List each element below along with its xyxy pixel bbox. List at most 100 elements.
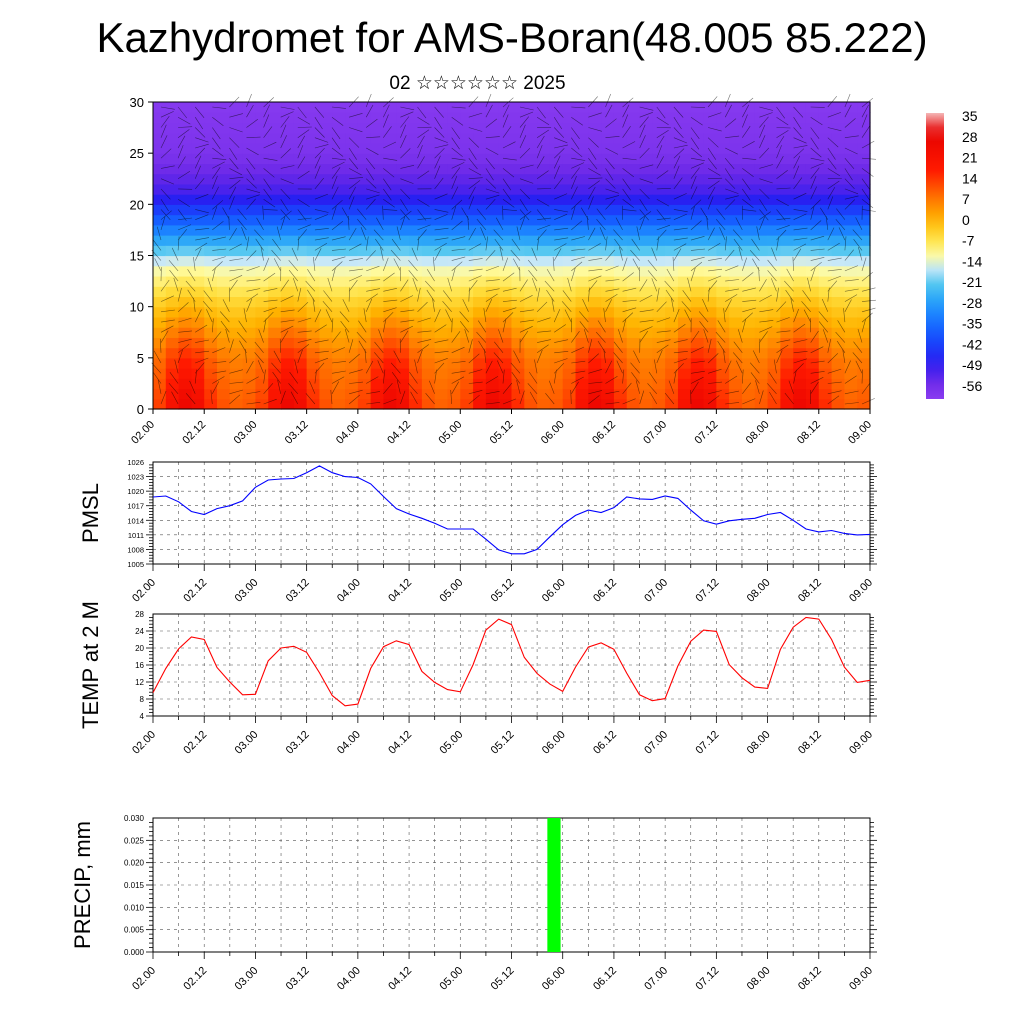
heatmap-cell [204,224,218,236]
wind-barb [708,368,722,374]
heatmap-cell [217,265,231,277]
heatmap-cell [562,204,577,216]
precip-chart: 0.0000.0050.0100.0150.0200.0250.03002.00… [70,814,877,993]
wind-barb [707,275,722,282]
wind-barb [331,199,343,210]
heatmap-cell [562,194,577,205]
heatmap-cell [178,368,193,379]
heatmap-cell [370,327,385,338]
heatmap-cell [153,306,167,318]
heatmap-cell [767,235,781,246]
wind-barb [485,391,500,395]
heatmap-cell [793,265,807,277]
wind-barb [807,277,811,292]
wind-barb [366,188,380,194]
wind-barb [852,352,863,364]
wind-barb [638,267,640,282]
wind-barb [759,211,771,220]
heatmap-cell [690,204,705,216]
heatmap-cell [831,347,845,359]
heatmap-cell [319,398,333,410]
heatmap-cell [741,245,756,257]
heatmap-cell [153,183,167,195]
wind-barb [742,168,754,178]
wind-barb [733,238,743,251]
wind-barb [861,178,871,191]
wind-barb [383,126,392,138]
wind-barb [325,309,333,323]
wind-barb [314,147,325,159]
wind-barb [212,137,221,150]
wind-barb [776,317,790,323]
wind-barb [571,162,585,169]
heatmap-cell [191,255,205,267]
wind-barb [719,227,726,241]
heatmap-cell [306,357,321,369]
wind-barb [571,346,585,354]
wind-barb [536,224,551,231]
heatmap-cell [306,316,321,328]
wind-barb [468,243,482,251]
heatmap-cell [332,306,346,318]
heatmap-cell [460,398,474,410]
wind-barb [561,301,572,312]
wind-barb [168,260,179,272]
wind-barb [672,256,675,271]
wind-barb [160,111,174,118]
wind-barb [742,272,754,282]
wind-barb [432,256,435,271]
heatmap-cell [191,235,205,246]
wind-barb [468,369,483,374]
heatmap-cell [818,122,833,134]
wind-barb [331,236,346,241]
heatmap-cell [357,163,372,175]
heatmap-cell [242,286,257,298]
heatmap-cell [396,255,410,267]
heatmap-cell [511,265,525,277]
wind-barb [246,119,258,128]
wind-barb [690,157,705,161]
heatmap-cell [409,132,423,144]
heatmap-cell [639,194,653,205]
heatmap-cell [754,163,769,175]
heatmap-cell [178,388,193,400]
heatmap-cell [549,214,564,226]
wind-barb [229,168,243,176]
heatmap-cell [613,235,628,246]
heatmap-cell [268,296,282,308]
heatmap-cell [703,327,717,338]
wind-barb [766,383,777,394]
wind-barb [554,213,568,220]
wind-barb [380,246,384,261]
heatmap-cell [242,153,257,164]
heatmap-cell [409,327,423,338]
wind-barb [451,116,464,126]
heatmap-cell [729,132,743,144]
heatmap-cell [511,173,525,185]
wind-barb [451,167,461,179]
heatmap-cell [242,142,257,154]
heatmap-cell [754,112,769,124]
heatmap-cell [229,306,244,318]
heatmap-cell [639,337,653,349]
heatmap-cell [217,316,231,328]
heatmap-cell [229,296,244,308]
heatmap-cell [293,357,308,369]
heatmap-cell [306,235,321,246]
heatmap-cell [741,388,756,400]
heatmap-cell [217,286,231,298]
heatmap-cell [754,388,769,400]
heatmap-cell [754,142,769,154]
wind-barb [673,369,677,384]
wind-barb [793,363,804,374]
heatmap-cell [293,347,308,359]
heatmap-cell [524,173,538,185]
heatmap-cell [793,194,807,205]
heatmap-cell [178,142,193,154]
wind-barb [212,206,218,220]
heatmap-cell [690,153,705,164]
wind-barb [656,116,669,126]
wind-barb [365,178,377,189]
colorbar-label: 0 [962,212,970,228]
heatmap-cell [690,255,705,267]
